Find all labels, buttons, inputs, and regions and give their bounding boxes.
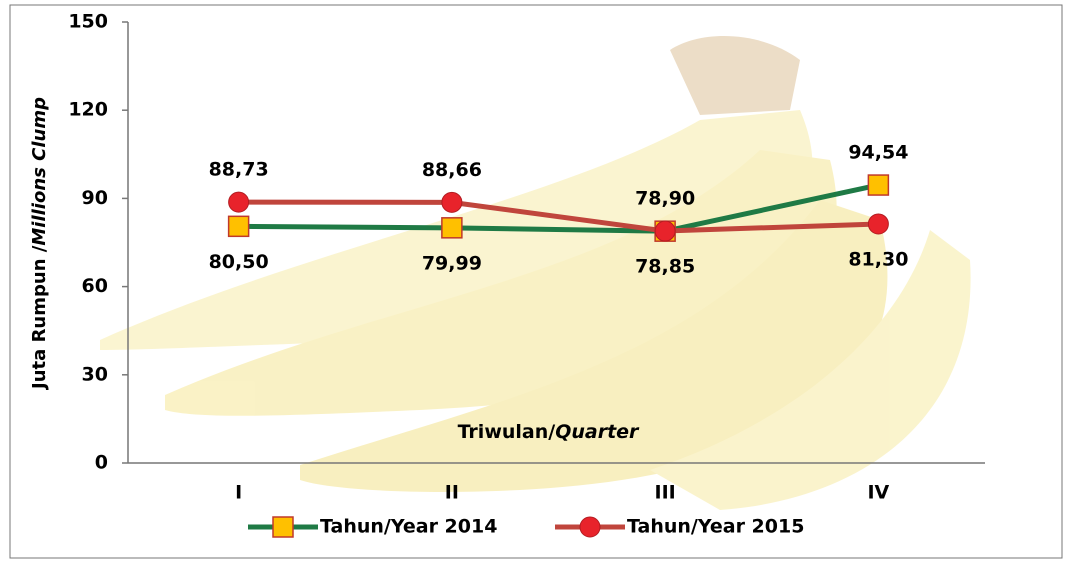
y-tick-label: 90 <box>82 187 108 209</box>
x-tick-label: IV <box>867 482 889 504</box>
legend-marker <box>273 517 293 537</box>
data-label: 78,85 <box>635 256 695 278</box>
data-label: 78,90 <box>635 188 695 210</box>
y-tick-label: 30 <box>82 363 108 385</box>
y-tick-label: 60 <box>82 275 108 297</box>
data-label: 88,73 <box>209 159 269 181</box>
data-label: 79,99 <box>422 252 482 274</box>
legend-marker <box>580 517 600 537</box>
y-axis-title: Juta Rumpun /Millions Clump <box>29 97 50 391</box>
marker <box>229 192 249 212</box>
x-axis-title: Triwulan/Quarter <box>458 421 640 443</box>
data-label: 94,54 <box>848 142 908 164</box>
legend-label: Tahun/Year 2014 <box>320 516 497 538</box>
data-label: 80,50 <box>209 251 269 273</box>
marker <box>229 216 249 236</box>
marker <box>442 192 462 212</box>
y-tick-label: 150 <box>68 11 108 33</box>
x-tick-label: I <box>235 482 242 504</box>
marker <box>655 221 675 241</box>
legend-label: Tahun/Year 2015 <box>627 516 804 538</box>
data-label: 88,66 <box>422 159 482 181</box>
y-tick-label: 120 <box>68 99 108 121</box>
y-axis-title-text: Juta Rumpun / <box>29 245 50 391</box>
marker <box>442 218 462 238</box>
y-tick-label: 0 <box>95 452 108 474</box>
x-axis-title-italic: Quarter <box>555 421 640 443</box>
x-axis-title-text: Triwulan/ <box>458 421 556 443</box>
x-tick-label: III <box>655 482 676 504</box>
x-tick-label: II <box>445 482 459 504</box>
y-axis-title-italic: Millions Clump <box>29 97 50 246</box>
data-label: 81,30 <box>848 248 908 270</box>
marker <box>868 175 888 195</box>
page: {"chart_data": {"type": "line", "ylabel"… <box>0 0 1072 563</box>
marker <box>868 214 888 234</box>
chart: Juta Rumpun /Millions Clump Triwulan/Qua… <box>0 0 1072 563</box>
